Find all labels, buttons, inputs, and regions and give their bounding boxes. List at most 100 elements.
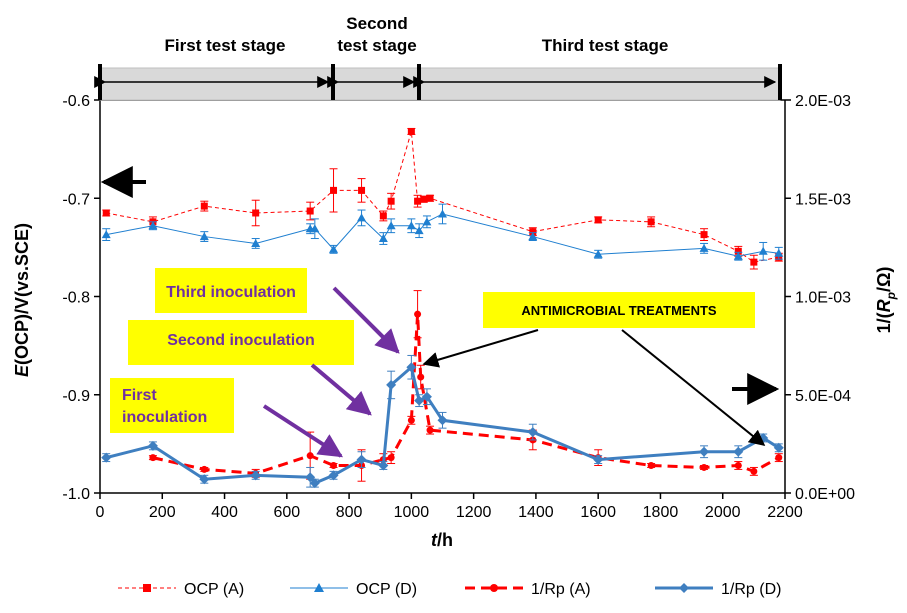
data-point (734, 247, 742, 255)
data-point (438, 209, 447, 218)
legend-marker (490, 584, 498, 592)
data-point (386, 221, 396, 230)
data-point (528, 232, 538, 241)
callout-antimicrobial: ANTIMICROBIAL TREATMENTS (422, 292, 766, 447)
x-tick-label: 200 (149, 504, 176, 521)
data-point (200, 465, 208, 473)
data-point (699, 243, 709, 252)
data-point (437, 415, 448, 426)
data-point (775, 454, 783, 462)
x-tick-label: 1400 (518, 504, 554, 521)
stage-band (99, 67, 781, 101)
callout-box-third (155, 268, 307, 313)
data-point (251, 238, 261, 247)
callout-third-inoculation: Third inoculation (155, 268, 400, 354)
data-point (422, 217, 432, 226)
x-tick-label: 400 (211, 504, 238, 521)
series-line (106, 213, 779, 257)
y-left-tick-label: -0.8 (62, 290, 90, 307)
series-line (106, 131, 779, 263)
y-right-tick-label: 1.0E-03 (795, 290, 851, 307)
series-0 (102, 127, 783, 270)
callout-text-third: Third inoculation (166, 284, 296, 301)
series-line (105, 364, 780, 485)
data-point (149, 454, 157, 462)
data-point (426, 426, 434, 434)
callout-text-antimicrobial: ANTIMICROBIAL TREATMENTS (521, 303, 717, 318)
data-point (252, 209, 260, 217)
data-point (357, 213, 367, 222)
data-point (328, 470, 339, 481)
data-point (330, 461, 338, 469)
callout-box-first (110, 378, 234, 433)
legend-marker (679, 583, 689, 593)
svg-text:1/(Rp/Ω): 1/(Rp/Ω) (874, 267, 898, 334)
callout-first-inoculation: First inoculation (110, 378, 344, 458)
legend-marker (314, 583, 324, 592)
data-point (309, 478, 320, 489)
data-point (386, 379, 397, 390)
x-tick-label: 2200 (767, 504, 803, 521)
data-point (387, 197, 395, 205)
y-left-tick-label: -1.0 (62, 486, 90, 503)
data-point (593, 249, 603, 258)
data-point (358, 186, 366, 194)
data-point (407, 127, 415, 135)
data-point (147, 440, 158, 451)
data-point (199, 232, 209, 241)
x-tick-label: 0 (96, 504, 105, 521)
y-right-tick-label: 2.0E-03 (795, 93, 851, 110)
data-point (329, 244, 339, 253)
data-point (593, 454, 604, 465)
callout-text-first-line1: First (122, 387, 157, 404)
data-point (774, 248, 784, 257)
data-point (421, 391, 432, 402)
data-point (700, 463, 708, 471)
data-point (199, 474, 210, 485)
x-tick-label: 600 (273, 504, 300, 521)
data-point (387, 454, 395, 462)
data-point (529, 228, 537, 236)
data-point (417, 373, 425, 381)
data-point (414, 395, 425, 406)
data-point (733, 446, 744, 457)
series-3 (101, 354, 784, 489)
data-point (594, 216, 602, 224)
svg-text:E(OCP)/V(vs.SCE): E(OCP)/V(vs.SCE) (12, 223, 32, 377)
data-point (734, 461, 742, 469)
legend-label: 1/Rp (A) (531, 581, 591, 598)
x-axis-title: t/h (431, 530, 453, 550)
data-point (414, 197, 422, 205)
stage-header: First test stage Second test stage Third… (94, 14, 782, 101)
callout-text-second: Second inoculation (167, 332, 315, 349)
data-point (758, 246, 768, 255)
data-point (414, 226, 424, 235)
data-point (102, 209, 110, 217)
stage-label-second-line1: Second (346, 14, 407, 33)
callout-arrow-second (310, 363, 372, 416)
data-point (647, 218, 655, 226)
x-tick-label: 1600 (580, 504, 616, 521)
legend: OCP (A) OCP (D) 1/Rp (A) 1/Rp (D) (118, 581, 781, 598)
data-point (414, 310, 422, 318)
callout-box-second (128, 320, 354, 365)
legend-label: OCP (D) (356, 581, 417, 598)
stage-label-third: Third test stage (542, 36, 669, 55)
data-point (101, 452, 112, 463)
x-tick-label: 800 (336, 504, 363, 521)
callout-arrow-third (332, 286, 400, 354)
stage-label-first: First test stage (165, 36, 286, 55)
data-point (527, 427, 538, 438)
x-tick-label: 2000 (705, 504, 741, 521)
callout-box-antimicrobial (483, 292, 755, 328)
callout-arrow-first (262, 404, 344, 458)
y-left-tick-label: -0.7 (62, 191, 90, 208)
data-point (305, 472, 316, 483)
y-left-title: E(OCP)/V(vs.SCE) (12, 223, 32, 377)
legend-marker (143, 584, 151, 592)
callout-arrow-antimicrobial-2 (621, 329, 766, 447)
callout-arrow-antimicrobial-1 (422, 329, 539, 368)
y-right-title: 1/(Rp/Ω) (874, 267, 898, 334)
callout-second-inoculation: Second inoculation (128, 320, 372, 416)
data-point (148, 221, 158, 230)
